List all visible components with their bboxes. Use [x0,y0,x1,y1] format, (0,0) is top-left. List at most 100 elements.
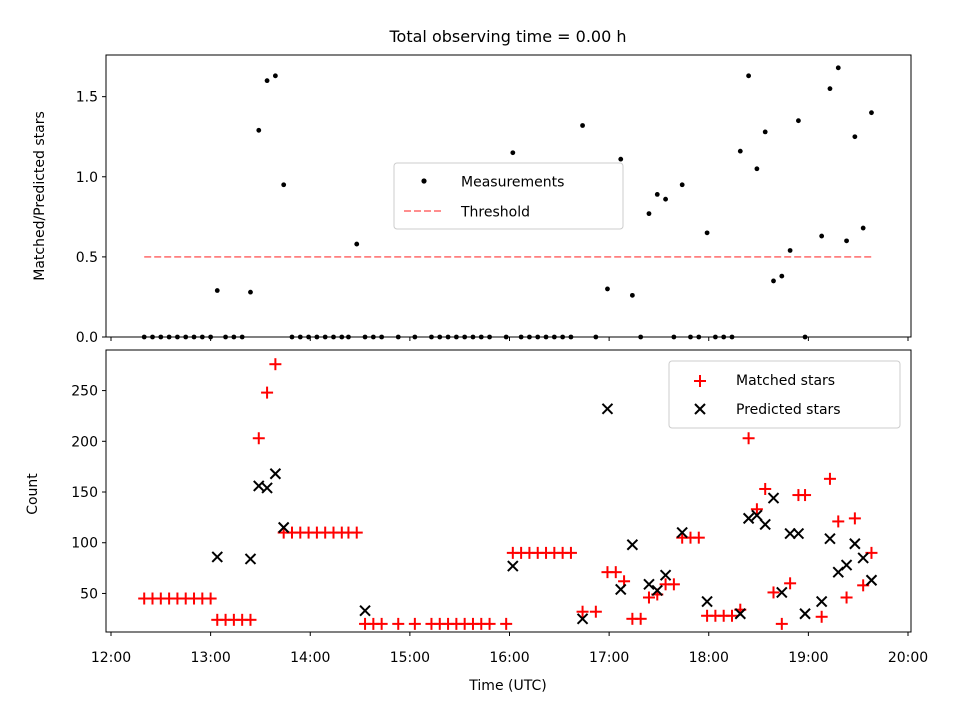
matched-star-marker [642,591,655,604]
matched-star-marker [784,577,797,590]
predicted-star-marker [676,526,688,539]
measurement-point [679,182,685,188]
matched-star-marker [204,592,217,605]
measurement-point [580,123,585,128]
counts-y-tick-label: 200 [71,434,98,450]
legend-measurements-marker [421,178,427,184]
counts-y-tick-label: 250 [71,384,98,400]
predicted-star-marker [626,539,639,551]
measurement-point [618,156,624,162]
legend-measurements-label: Measurements [461,175,564,191]
counts-y-axis-label: Count [25,473,41,515]
legend-predicted-marker [694,403,706,415]
predicted-star-marker [799,608,811,620]
predicted-star-marker [651,584,663,597]
predicted-star-marker [507,560,519,572]
predicted-star-marker [359,604,371,617]
counts-plot-area [138,358,878,630]
predicted-star-marker [767,492,780,504]
matched-star-marker [609,566,622,579]
measurement-point [264,78,270,84]
matched-star-marker [500,617,513,630]
predicted-star-marker [734,608,747,620]
measurement-point [754,166,760,172]
counts-y-tick-label: 150 [71,485,98,501]
matched-star-marker [767,586,780,599]
matched-star-marker [589,605,602,618]
predicted-star-marker [261,482,273,494]
measurement-point [214,288,220,293]
predicted-star-marker [601,403,614,415]
measurement-point [762,129,768,135]
measurement-point [737,148,743,154]
counts-x-tick-label: 16:00 [489,650,529,666]
measurement-point [787,248,793,253]
matched-star-marker [840,591,853,604]
ratio-y-axis: 0.0 0.5 1.0 1.5 [76,90,106,346]
legend-threshold-label: Threshold [460,205,530,221]
counts-x-axis: 12:00 13:00 14:00 15:00 16:00 17:00 18:00 19:00… [91,632,928,666]
predicted-star-marker [701,595,713,608]
counts-y-tick-label: 50 [80,586,98,602]
measurement-point [646,211,652,217]
ratio-axes-frame [105,54,912,338]
counts-x-tick-label: 14:00 [290,650,330,666]
measurement-point [869,110,874,116]
counts-legend-box [668,360,901,429]
counts-x-axis-label: Time (UTC) [468,678,546,694]
matched-star-marker [667,578,680,591]
predicted-star-marker [253,480,265,492]
measurement-point [281,182,287,188]
matched-star-marker [392,617,405,630]
matched-star-marker [261,386,274,399]
matched-star-marker [725,609,738,622]
measurement-point [629,292,635,298]
measurement-point [256,127,262,133]
measurement-point [746,73,751,79]
predicted-star-marker [742,512,755,525]
measurement-point [654,191,660,197]
measurement-point [852,134,858,140]
ratio-legend-box [393,162,624,230]
measurement-point [835,65,841,71]
predicted-star-marker [792,527,805,540]
matched-star-marker [815,610,828,623]
predicted-star-marker [269,468,282,480]
counts-x-tick-label: 18:00 [689,650,729,666]
matched-star-marker [634,612,647,625]
matched-star-marker [350,526,363,539]
measurement-point [860,225,866,231]
predicted-star-marker [615,583,627,596]
measurement-point [354,241,360,247]
ratio-legend: Measurements Threshold [393,162,624,230]
predicted-star-marker [759,518,771,531]
matched-star-marker [742,432,755,445]
measurement-point [819,233,825,239]
matched-star-marker [759,482,772,495]
counts-legend: Matched stars Predicted stars [668,360,901,429]
measurement-point [771,278,776,284]
predicted-star-marker [815,595,828,608]
matched-star-marker [848,512,861,525]
predicted-star-marker [211,551,223,563]
legend-matched-marker [694,375,706,387]
measurement-point [796,118,801,124]
counts-y-axis: 50 100 150 200 250 [71,384,106,602]
legend-matched-label: Matched stars [736,373,835,389]
measurement-point [779,273,785,279]
predicted-star-marker [659,569,672,581]
measurement-point [272,73,278,79]
measurement-point [605,286,610,292]
matched-star-marker [775,617,788,630]
matched-star-marker [375,617,388,630]
predicted-star-marker [784,527,796,540]
ratio-y-tick-label: 1.0 [76,170,98,186]
predicted-star-marker [576,613,589,625]
counts-x-tick-label: 20:00 [888,650,928,666]
predicted-star-marker [865,574,878,586]
matched-star-marker [832,515,845,528]
predicted-star-marker [751,509,763,522]
measurement-point [704,230,710,236]
ratio-y-tick-label: 0.0 [76,330,98,346]
